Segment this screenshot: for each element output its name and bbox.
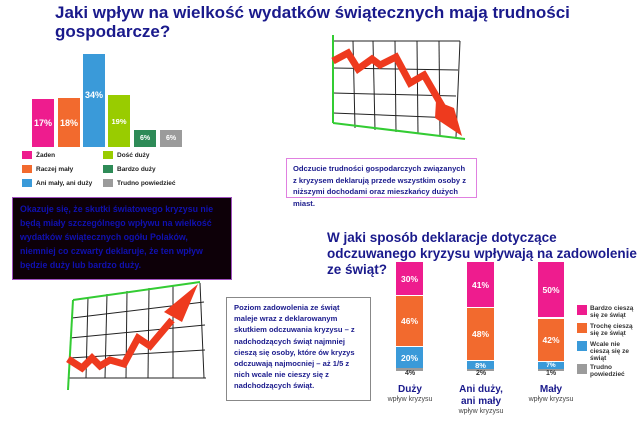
category-name: Duży [398, 384, 422, 395]
legend-label: Dość duży [117, 151, 150, 159]
segment-bardzo: 30% [396, 262, 423, 295]
up-trend-chart-icon [66, 281, 206, 391]
legend-swatch [577, 364, 587, 374]
segment-bardzo: 41% [467, 262, 494, 307]
legend-swatch [22, 179, 32, 187]
legend-item: Trudno powiedzieć [577, 364, 639, 378]
legend-label: Ani mały, ani duży [36, 179, 93, 187]
category-sub: wpływ kryzysu [387, 396, 433, 403]
bar-zaden: 17% [32, 99, 54, 147]
segment-trudno [467, 369, 494, 371]
legend-item: Raczej mały [22, 165, 73, 173]
segment-trudno-label: 4% [404, 370, 416, 377]
legend-item: Bardzo duży [103, 165, 156, 173]
legend-label: Żaden [36, 151, 56, 159]
legend-label: Bardzo cieszą się ze świąt [590, 305, 634, 319]
legend-item: Wcale nie cieszą się ze świąt [577, 341, 639, 362]
segment-troche: 42% [538, 319, 564, 361]
segment-trudno [538, 369, 564, 371]
down-trend-chart-icon [331, 35, 466, 140]
legend-label: Trochę cieszą się ze świąt [590, 323, 633, 337]
category-maly: Mały wpływ kryzysu [511, 384, 591, 403]
segment-trudno-label: 2% [475, 370, 487, 377]
page-title: Jaki wpływ na wielkość wydatków świątecz… [55, 3, 570, 41]
bar-dosc-duzy: 19% [108, 95, 130, 147]
category-ani-duzy-ani-maly: Ani duży, ani mały wpływ kryzysu [441, 384, 521, 415]
category-name: Mały [539, 384, 563, 395]
legend-label: Bardzo duży [117, 165, 156, 173]
segment-troche: 46% [396, 296, 423, 346]
legend-swatch [577, 305, 587, 315]
legend-swatch [22, 151, 32, 159]
legend-label: Trudno powiedzieć [117, 179, 176, 187]
category-duzy: Duży wpływ kryzysu [370, 384, 450, 403]
insight-box-income: Odczucie trudności gospodarczych związan… [286, 158, 477, 208]
segment-wcale: 8% [467, 361, 494, 370]
legend-swatch [577, 341, 587, 351]
insight-box-satisfaction: Poziom zadowolenia ze świąt maleje wraz … [226, 297, 371, 401]
category-name: Ani duży, ani mały [459, 384, 503, 407]
segment-bardzo: 50% [538, 262, 564, 317]
legend-item: Dość duży [103, 151, 150, 159]
category-sub: wpływ kryzysu [458, 408, 504, 415]
bar-ani-maly-ani-duzy: 34% [83, 54, 105, 147]
category-sub: wpływ kryzysu [528, 396, 574, 403]
legend-item: Ani mały, ani duży [22, 179, 92, 187]
segment-trudno [396, 368, 423, 371]
legend-swatch [103, 179, 113, 187]
segment-wcale: 7% [538, 362, 564, 369]
segment-wcale: 20% [396, 347, 423, 368]
legend-item: Trudno powiedzieć [103, 179, 176, 187]
summary-box-dark: Okazuje się, że skutki światowego kryzys… [12, 197, 232, 280]
legend-swatch [103, 151, 113, 159]
legend-item: Bardzo cieszą się ze świąt [577, 305, 639, 319]
legend-swatch [103, 165, 113, 173]
legend-label: Raczej mały [36, 165, 74, 173]
legend-item: Żaden [22, 151, 55, 159]
bar-bardzo-duzy: 6% [134, 130, 156, 147]
segment-trudno-label: 1% [545, 370, 557, 377]
segment-troche: 48% [467, 308, 494, 360]
legend-swatch [577, 323, 587, 333]
legend-label: Wcale nie cieszą się ze świąt [590, 341, 630, 362]
legend-item: Trochę cieszą się ze świąt [577, 323, 639, 337]
stacked-chart-title: W jaki sposób deklaracje dotyczące odczu… [327, 230, 637, 277]
bar-trudno-powiedziec: 6% [160, 130, 182, 147]
legend-label: Trudno powiedzieć [590, 364, 625, 378]
bar-raczej-maly: 18% [58, 98, 80, 147]
legend-swatch [22, 165, 32, 173]
